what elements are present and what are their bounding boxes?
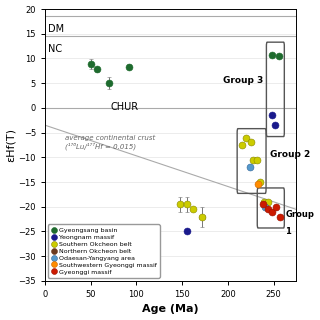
Text: NC: NC xyxy=(48,44,62,54)
Text: Group: Group xyxy=(285,210,314,219)
Text: average continental crust: average continental crust xyxy=(65,135,155,141)
Text: Group 2: Group 2 xyxy=(270,150,310,159)
Text: CHUR: CHUR xyxy=(111,102,139,112)
Text: DM: DM xyxy=(48,24,64,34)
Text: (¹⁷⁶Lu/¹⁷⁷Hf = 0.015): (¹⁷⁶Lu/¹⁷⁷Hf = 0.015) xyxy=(65,143,136,150)
X-axis label: Age (Ma): Age (Ma) xyxy=(142,304,199,315)
Text: 1: 1 xyxy=(285,227,291,236)
Legend: Gyeongsang basin, Yeongnam massif, Southern Okcheon belt, Northern Okcheon belt,: Gyeongsang basin, Yeongnam massif, South… xyxy=(48,225,160,278)
Text: Group 3: Group 3 xyxy=(223,76,263,85)
Y-axis label: εHf(T): εHf(T) xyxy=(5,128,16,162)
